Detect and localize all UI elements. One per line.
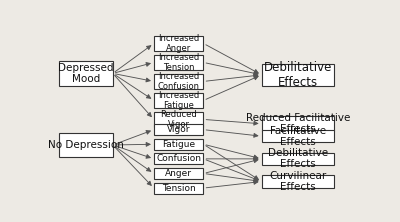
Text: Reduced
Vigor: Reduced Vigor [160, 110, 197, 129]
FancyBboxPatch shape [154, 74, 204, 89]
FancyBboxPatch shape [262, 153, 334, 165]
Text: Fatigue: Fatigue [162, 140, 195, 149]
Text: No Depression: No Depression [48, 140, 124, 150]
FancyBboxPatch shape [154, 153, 204, 164]
Text: Increased
Anger: Increased Anger [158, 34, 199, 53]
FancyBboxPatch shape [154, 36, 204, 51]
FancyBboxPatch shape [154, 183, 204, 194]
FancyBboxPatch shape [262, 116, 334, 131]
Text: Tension: Tension [162, 184, 196, 192]
Text: Vigor: Vigor [167, 125, 190, 134]
FancyBboxPatch shape [154, 139, 204, 150]
FancyBboxPatch shape [262, 130, 334, 143]
Text: Debilitative
Effects: Debilitative Effects [268, 148, 328, 169]
FancyBboxPatch shape [262, 175, 334, 188]
FancyBboxPatch shape [154, 124, 204, 135]
Text: Curvilinear
Effects: Curvilinear Effects [269, 171, 327, 192]
Text: Reduced Facilitative
Effects: Reduced Facilitative Effects [246, 113, 350, 134]
Text: Increased
Confusion: Increased Confusion [158, 72, 200, 91]
FancyBboxPatch shape [58, 61, 113, 86]
FancyBboxPatch shape [154, 93, 204, 108]
Text: Increased
Tension: Increased Tension [158, 53, 199, 72]
Text: Facilitative
Effects: Facilitative Effects [270, 126, 326, 147]
FancyBboxPatch shape [154, 112, 204, 127]
Text: Increased
Fatigue: Increased Fatigue [158, 91, 199, 110]
FancyBboxPatch shape [154, 55, 204, 70]
Text: Debilitative
Effects: Debilitative Effects [264, 61, 332, 89]
FancyBboxPatch shape [58, 133, 113, 157]
Text: Anger: Anger [165, 169, 192, 178]
Text: Depressed
Mood: Depressed Mood [58, 63, 114, 84]
Text: Confusion: Confusion [156, 154, 201, 163]
FancyBboxPatch shape [154, 168, 204, 179]
FancyBboxPatch shape [262, 64, 334, 86]
